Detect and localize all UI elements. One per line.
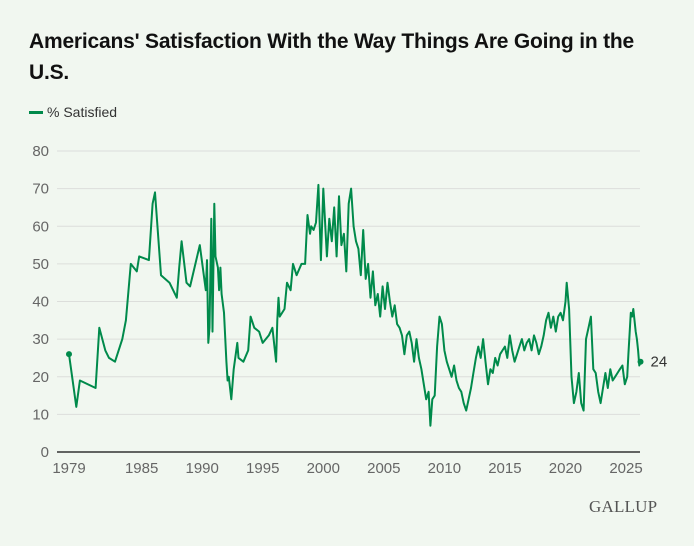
start-point-marker [66,351,72,358]
y-tick-label: 80 [32,143,49,160]
x-tick-label: 2025 [609,460,642,477]
gallup-logo: GALLUP [589,497,658,516]
y-tick-label: 0 [41,444,49,461]
y-tick-label: 20 [32,369,49,386]
x-tick-label: 2020 [549,460,582,477]
x-tick-label: 2000 [307,460,340,477]
y-tick-label: 60 [32,218,49,235]
series-markers [66,351,644,365]
legend-swatch [29,110,43,114]
x-tick-label: 1979 [52,460,85,477]
end-point-marker [637,358,644,365]
y-tick-label: 70 [32,181,49,198]
y-tick-label: 10 [32,406,49,423]
x-axis-ticks: 1979 1985 1990 1995 2000 2005 2010 2015 2020 2025 [52,460,642,477]
x-tick-label: 2015 [488,460,521,477]
series-line-satisfied [68,183,642,427]
x-tick-label: 1995 [246,460,279,477]
x-tick-label: 1990 [186,460,219,477]
y-axis-ticks: 0 10 20 30 40 50 60 70 80 [32,143,49,461]
gridlines [57,150,640,415]
x-tick-label: 2010 [428,460,461,477]
y-tick-label: 50 [32,256,49,273]
x-tick-label: 2005 [367,460,400,477]
end-value-label: 24 [651,354,668,371]
legend: % Satisfied [29,104,117,120]
y-tick-label: 30 [32,331,49,348]
x-tick-label: 1985 [125,460,158,477]
y-tick-label: 40 [32,294,49,311]
legend-label: % Satisfied [47,104,118,120]
chart-title: Americans' Satisfaction With the Way Thi… [29,30,634,84]
